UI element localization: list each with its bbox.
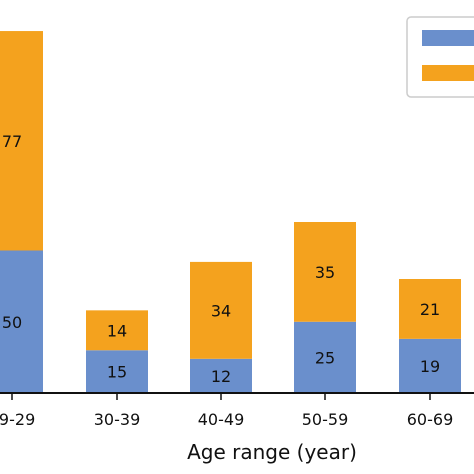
x-tick-label-30-39: 30-39	[94, 410, 141, 429]
legend-swatch-series-1	[422, 30, 474, 46]
bar-segment-19-29-series-2	[0, 31, 43, 251]
x-tick-label-60-69: 60-69	[407, 410, 454, 429]
bar-value-label-60-69-series-1: 19	[420, 357, 440, 376]
bar-segment-30-39-series-2	[86, 310, 148, 351]
bar-value-label-60-69-series-2: 21	[420, 300, 440, 319]
bar-value-label-30-39-series-2: 14	[107, 321, 127, 340]
bar-segment-60-69-series-2	[399, 279, 461, 339]
x-tick-label-40-49: 40-49	[198, 410, 245, 429]
bar-labels-layer: 50 77 15 14 12 34 25 35 19 21	[2, 132, 440, 386]
bar-segment-30-39-series-1	[86, 350, 148, 393]
bar-value-label-19-29-series-1: 50	[2, 313, 22, 332]
legend-frame	[406, 16, 474, 98]
bar-segment-40-49-series-1	[190, 358, 252, 393]
bar-segment-40-49-series-2	[190, 261, 252, 359]
bar-segment-60-69-series-1	[399, 338, 461, 393]
bar-value-label-19-29-series-2: 77	[2, 132, 22, 151]
bar-value-label-40-49-series-2: 34	[211, 301, 231, 320]
legend-swatch-series-2	[422, 65, 474, 81]
bar-segment-50-59-series-2	[294, 222, 356, 322]
x-axis-title: Age range (year)	[187, 440, 357, 464]
bar-segment-19-29-series-1	[0, 250, 43, 393]
legend	[406, 16, 474, 98]
bar-value-label-40-49-series-1: 12	[211, 367, 231, 386]
bars-layer	[0, 31, 461, 393]
bar-value-label-50-59-series-2: 35	[315, 263, 335, 282]
bar-value-label-50-59-series-1: 25	[315, 348, 335, 367]
x-tick-label-50-59: 50-59	[302, 410, 349, 429]
x-ticks-layer: 19-29 30-39 40-49 50-59 60-69	[0, 393, 453, 429]
x-tick-label-19-29: 19-29	[0, 410, 35, 429]
bar-value-label-30-39-series-1: 15	[107, 363, 127, 382]
bar-segment-50-59-series-1	[294, 321, 356, 393]
